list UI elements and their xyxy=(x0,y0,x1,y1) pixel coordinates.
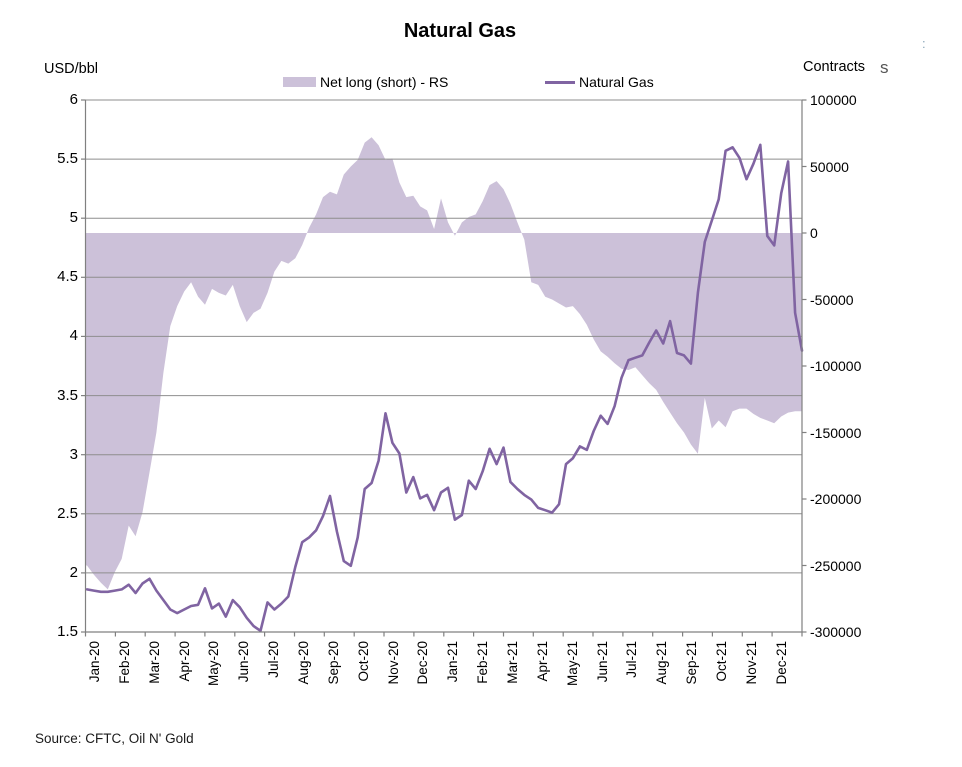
left-axis-tick-label: 4 xyxy=(69,327,78,345)
x-axis-month-label: Jan-21 xyxy=(445,641,461,683)
left-axis-tick-label: 5.5 xyxy=(57,150,78,168)
left-axis-tick-label: 6 xyxy=(69,91,78,108)
net-long-short-area-series xyxy=(85,137,802,590)
left-axis-tick-label: 1.5 xyxy=(57,623,78,640)
right-axis-tick-label: 100000 xyxy=(810,92,857,108)
line-swatch-icon xyxy=(545,80,575,84)
right-axis-tick-label: 50000 xyxy=(810,158,849,175)
source-note: Source: CFTC, Oil N' Gold xyxy=(35,731,194,746)
area-swatch-icon xyxy=(283,77,316,87)
left-axis-tick-label: 5 xyxy=(69,209,78,227)
chart-title: Natural Gas xyxy=(403,20,517,42)
natural-gas-line-series xyxy=(85,143,804,633)
x-axis-month-label: Jun-20 xyxy=(236,641,252,683)
x-axis-month-label: Jul-20 xyxy=(266,641,282,678)
x-axis-month-label: Feb-21 xyxy=(475,641,491,684)
x-axis-month-label: Feb-20 xyxy=(116,641,132,684)
legend: Net long (short) - RS Natural Gas xyxy=(0,74,962,94)
x-axis-month-label: Aug-20 xyxy=(295,641,311,685)
x-axis-month-label: Nov-21 xyxy=(743,641,759,685)
x-axis-month-label: Sep-21 xyxy=(684,641,700,685)
legend-item-natural-gas: Natural Gas xyxy=(545,74,654,90)
x-axis-month-label: May-21 xyxy=(564,641,580,687)
right-axis-tick-label: -50000 xyxy=(810,291,854,308)
legend-label-natural-gas: Natural Gas xyxy=(579,74,654,90)
right-axis-tick-label: -100000 xyxy=(810,358,862,374)
right-axis-tick-label: -150000 xyxy=(810,424,862,441)
right-axis-tick-label: -300000 xyxy=(810,624,862,640)
x-axis-month-label: Jul-21 xyxy=(624,641,640,678)
x-axis-month-label: Mar-20 xyxy=(146,641,162,684)
right-axis-tick-label: -200000 xyxy=(810,491,862,507)
left-axis-title: USD/bbl xyxy=(44,61,98,77)
x-axis-month-label: Sep-20 xyxy=(325,641,341,685)
x-axis-month-label: Dec-21 xyxy=(773,641,789,685)
x-axis-month-label: Apr-21 xyxy=(534,641,550,682)
left-axis-tick-label: 4.5 xyxy=(57,268,78,286)
x-axis-month-label: Jun-21 xyxy=(594,641,610,683)
legend-item-net-long: Net long (short) - RS xyxy=(283,74,448,90)
edge-artifact-text: s xyxy=(880,58,889,77)
edge-artifact-colon: : xyxy=(922,36,926,51)
left-axis-tick-label: 2 xyxy=(69,563,78,581)
right-axis-title: Contracts xyxy=(803,59,866,75)
x-axis-month-label: Oct-20 xyxy=(355,641,371,682)
left-axis-tick-label: 3.5 xyxy=(57,386,78,404)
left-axis-tick-label: 2.5 xyxy=(57,504,78,522)
x-axis-month-label: May-20 xyxy=(206,641,222,687)
x-axis-month-label: Oct-21 xyxy=(713,641,729,682)
x-axis-month-label: Jan-20 xyxy=(87,641,102,683)
x-axis-month-label: Mar-21 xyxy=(504,641,520,684)
right-axis-tick-label: 0 xyxy=(810,225,818,241)
x-axis-month-label: Dec-20 xyxy=(415,641,431,685)
legend-label-net-long: Net long (short) - RS xyxy=(320,74,449,90)
left-axis-tick-label: 3 xyxy=(69,445,78,463)
x-axis-month-label: Aug-21 xyxy=(654,641,670,685)
x-axis-month-label: Nov-20 xyxy=(385,641,401,685)
right-axis-tick-label: -250000 xyxy=(810,557,862,574)
x-axis-month-label: Apr-20 xyxy=(176,641,192,682)
